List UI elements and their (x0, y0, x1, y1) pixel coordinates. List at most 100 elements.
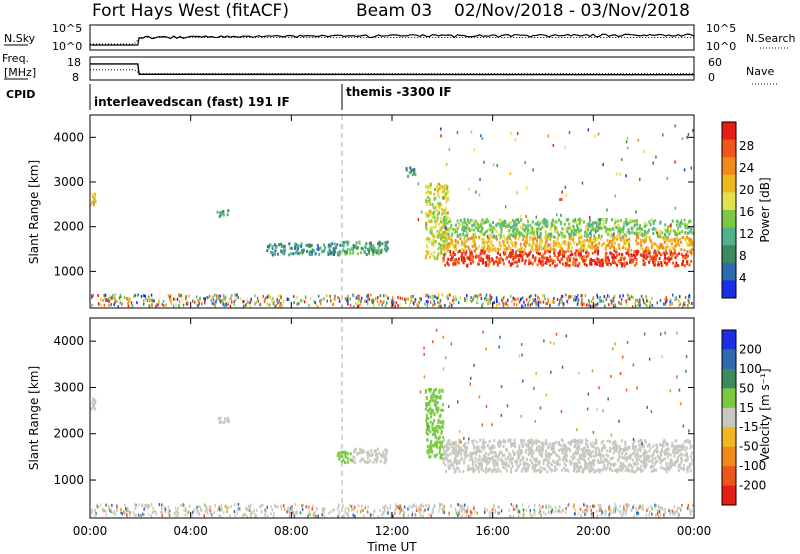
scatter-cell (483, 160, 485, 164)
scatter-cell (373, 303, 375, 307)
scatter-cell (337, 252, 340, 256)
scatter-cell (418, 302, 420, 306)
scatter-cell (444, 222, 447, 226)
scatter-cell (535, 242, 538, 246)
scatter-cell (246, 514, 248, 518)
scatter-cell (441, 244, 444, 248)
scatter-cell (507, 223, 510, 227)
scatter-cell (333, 242, 336, 246)
scatter-cell (553, 461, 556, 465)
scatter-cell (604, 247, 607, 251)
scatter-cell (212, 298, 215, 302)
scatter-cell (476, 222, 479, 226)
scatter-cell (448, 438, 451, 442)
scatter-cell (674, 256, 677, 260)
scatter-cell (342, 504, 344, 508)
scatter-cell (673, 239, 676, 243)
scatter-cell (562, 447, 565, 451)
scatter-cell (582, 255, 585, 259)
scatter-cell (435, 425, 438, 429)
scatter-cell (605, 245, 607, 249)
scatter-cell (512, 298, 514, 302)
scatter-cell (352, 305, 355, 308)
scatter-cell (564, 250, 567, 254)
scatter-cell (343, 250, 346, 254)
scatter-cell (473, 148, 476, 152)
scatter-cell (668, 248, 671, 252)
scatter-cell (444, 228, 447, 232)
scatter-cell (597, 218, 600, 222)
scatter-cell (473, 504, 475, 508)
scatter-cell (360, 246, 363, 250)
scatter-cell (524, 442, 527, 446)
scatter-cell (380, 251, 383, 254)
scatter-cell (622, 512, 625, 516)
scatter-cell (344, 461, 347, 465)
scatter-cell (278, 243, 281, 247)
scatter-cell (614, 218, 617, 222)
scatter-cell (567, 243, 570, 247)
scatter-cell (470, 257, 472, 261)
scatter-cell (374, 458, 377, 462)
scatter-cell (577, 512, 580, 516)
scatter-cell (204, 299, 206, 303)
scatter-cell (576, 462, 579, 466)
scatter-cell (565, 468, 568, 471)
scatter-cell (117, 305, 119, 308)
scatter-cell (494, 260, 497, 264)
scatter-cell (308, 250, 311, 254)
scatter-cell (352, 455, 355, 459)
scatter-cell (478, 458, 481, 461)
scatter-cell (683, 302, 685, 306)
scatter-cell (633, 451, 635, 455)
scatter-cell (544, 261, 547, 265)
scatter-cell (195, 295, 198, 299)
scatter-cell (686, 470, 689, 473)
scatter-cell (429, 430, 432, 434)
scatter-cell (669, 509, 671, 513)
scatter-cell (91, 294, 93, 298)
scatter-cell (519, 452, 522, 456)
scatter-cell (574, 252, 577, 256)
scatter-cell (540, 240, 543, 244)
scatter-cell (471, 224, 474, 227)
scatter-cell (143, 513, 145, 517)
scatter-cell (659, 451, 662, 454)
scatter-cell (432, 212, 435, 216)
scatter-cell (681, 137, 684, 141)
scatter-cell (531, 514, 533, 518)
scatter-cell (663, 233, 666, 237)
scatter-cell (577, 242, 580, 246)
scatter-cell (431, 242, 433, 246)
scatter-cell (606, 463, 609, 467)
scatter-cell (676, 264, 679, 267)
scatter-cell (645, 246, 648, 250)
scatter-cell (581, 439, 584, 442)
scatter-cell (237, 503, 240, 506)
scatter-cell (440, 408, 443, 412)
scatter-cell (436, 191, 439, 195)
scatter-cell (492, 461, 495, 465)
scatter-cell (157, 303, 160, 307)
scatter-cell (434, 433, 436, 437)
scatter-cell (624, 242, 627, 245)
scatter-cell (493, 439, 496, 442)
scatter-cell (527, 443, 530, 447)
scatter-cell (351, 459, 354, 463)
scatter-cell (433, 430, 436, 434)
scatter-cell (511, 300, 513, 304)
scatter-cell (583, 259, 586, 263)
scatter-cell (642, 255, 645, 259)
scatter-cell (101, 507, 104, 511)
scatter-cell (540, 244, 542, 248)
scatter-cell (635, 507, 637, 511)
scatter-cell (594, 230, 597, 234)
scatter-cell (360, 457, 363, 461)
scatter-cell (629, 298, 631, 301)
scatter-cell (566, 454, 569, 458)
scatter-cell (530, 449, 533, 453)
scatter-cell (431, 443, 434, 447)
scatter-cell (549, 263, 552, 267)
scatter-cell (464, 442, 466, 446)
scatter-cell (497, 457, 500, 461)
